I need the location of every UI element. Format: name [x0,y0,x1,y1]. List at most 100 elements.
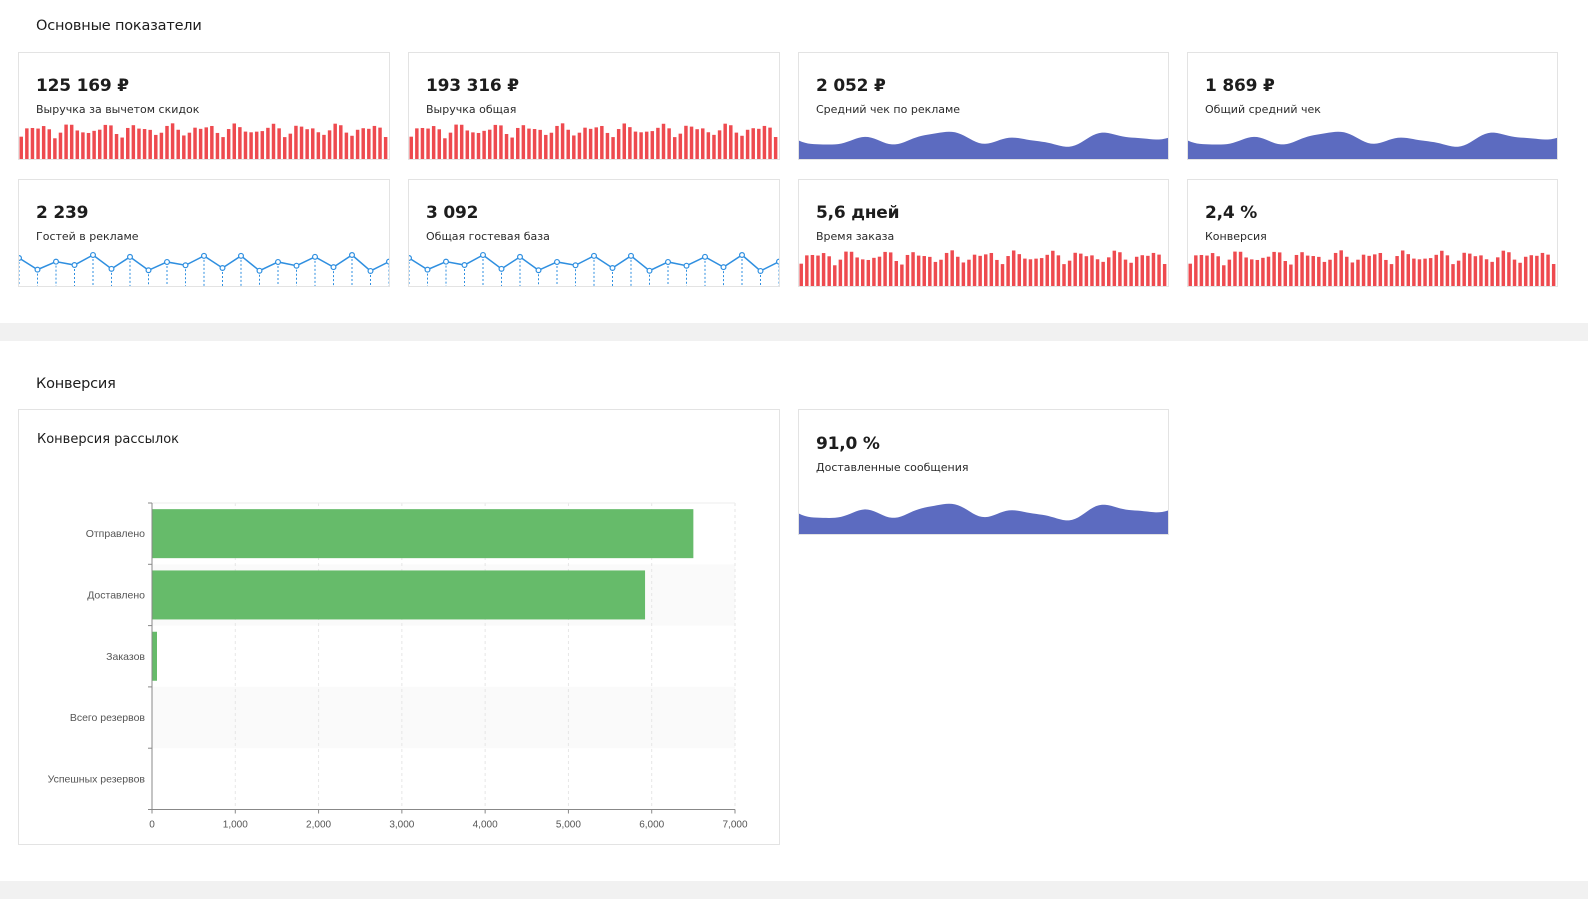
spark-bar [170,123,175,159]
spark-bar [1395,256,1399,286]
spark-bar [723,123,727,159]
spark-bar [30,127,35,159]
spark-bar [972,254,977,286]
spark-bar [176,129,180,159]
spark-point [665,258,672,265]
spark-point [182,262,189,269]
spark-point [330,264,337,271]
spark-bar [232,123,237,159]
spark-bar [249,132,253,159]
spark-bar [1244,257,1248,286]
spark-bar [922,256,926,286]
spark-bar [672,137,677,159]
kpi-card-guests-ads[interactable]: 2 239 Гостей в рекламе [18,179,390,287]
spark-bar [1095,259,1100,286]
spark-bar [448,132,453,159]
kpi-label: Выручка за вычетом скидок [36,103,200,116]
kpi-card-guest-base[interactable]: 3 092 Общая гостевая база [408,179,780,287]
kpi-card-revenue-net[interactable]: 125 169 ₽ Выручка за вычетом скидок [18,52,390,160]
spark-bar [92,130,96,159]
spark-bar [36,128,40,159]
spark-point [219,265,226,272]
kpi-card-delivered-messages[interactable]: 91,0 % Доставленные сообщения [798,409,1169,535]
spark-point [757,267,764,274]
kpi-label: Средний чек по рекламе [816,103,961,116]
spark-bar [844,251,848,286]
spark-bar [1434,254,1438,286]
kpi-card-revenue-total[interactable]: 193 316 ₽ Выручка общая [408,52,780,160]
spark-bar [1311,256,1315,286]
spark-bar [1056,255,1061,286]
spark-point [19,255,22,261]
spark-bar [1468,253,1472,286]
sparkline-bar [799,250,1167,286]
spark-bar [159,132,164,159]
kpi-value: 2 239 [36,203,89,223]
spark-bar [1333,252,1338,286]
spark-bar [1134,256,1139,286]
spark-bar [616,129,621,159]
chart-bar [152,570,646,620]
spark-bar [861,259,865,286]
kpi-card-conversion[interactable]: 2,4 % Конверсия [1187,179,1558,287]
spark-bar [1378,252,1383,286]
spark-bar [226,129,231,159]
spark-bar [1417,259,1422,286]
spark-bar [656,127,660,159]
spark-bar [855,257,859,286]
mailing-conversion-bar-chart: 0 1,000 2,000 3,000 4,000 5,000 6,000 7,000 Отпр… [48,502,748,831]
sparkline-bar [1188,250,1556,286]
spark-point [349,251,356,259]
spark-bar [25,128,29,159]
spark-bar [1412,258,1416,286]
spark-bar [1162,264,1167,286]
spark-bar [588,128,593,159]
kpi-label: Общий средний чек [1205,103,1321,116]
spark-bar [282,137,287,159]
spark-bar [372,125,377,159]
spark-bar [350,135,354,159]
spark-bar [1222,265,1226,286]
kpi-card-avg-check-ads[interactable]: 2 052 ₽ Средний чек по рекламе [798,52,1169,160]
spark-bar [1496,257,1500,286]
spark-bar [1440,250,1444,286]
spark-bar [193,127,197,159]
spark-bar [872,257,876,286]
conversion-section: Конверсия Конверсия рассылок 0 1,000 2,000… [0,341,1588,881]
spark-bar [1551,264,1556,286]
chart-bar [152,631,157,681]
kpi-card-order-time[interactable]: 5,6 дней Время заказа [798,179,1169,287]
spark-bar [1118,252,1122,286]
spark-bar [294,125,298,159]
spark-point [386,258,389,265]
spark-bar [367,128,371,159]
spark-bar [243,131,248,159]
spark-bar [1328,259,1332,286]
spark-bar [415,128,419,159]
chart-row-band [152,625,735,687]
spark-bar [221,137,225,159]
chart-x-tick-label: 3,000 [389,820,414,831]
kpi-label: Доставленные сообщения [816,461,969,474]
spark-bar [260,131,265,159]
spark-bar [114,134,119,159]
spark-bar [944,252,949,286]
kpi-card-avg-check-total[interactable]: 1 869 ₽ Общий средний чек [1187,52,1558,160]
spark-bar [1272,251,1276,286]
spark-bar [1151,252,1156,286]
spark-bar [19,136,23,159]
spark-bar [1445,255,1450,286]
spark-bar [137,128,141,159]
spark-bar [1112,250,1117,286]
spark-bar [465,130,470,159]
spark-bar [165,125,169,159]
spark-bar [355,129,360,159]
spark-bar [956,256,960,286]
spark-bar [266,127,270,159]
spark-bar [1546,254,1550,286]
spark-bar [1451,264,1455,286]
spark-bar [967,259,971,286]
spark-bar [1373,254,1377,286]
spark-bar [810,254,815,286]
spark-point [776,258,779,265]
